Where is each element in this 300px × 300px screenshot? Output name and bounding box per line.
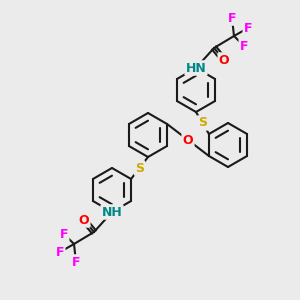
Text: S: S <box>198 116 207 130</box>
Text: F: F <box>228 11 236 25</box>
Text: F: F <box>60 227 68 241</box>
Text: F: F <box>72 256 80 268</box>
Text: F: F <box>244 22 252 34</box>
Text: S: S <box>135 161 144 175</box>
Text: O: O <box>183 134 193 146</box>
Text: O: O <box>79 214 89 226</box>
Text: F: F <box>240 40 248 52</box>
Text: NH: NH <box>102 206 122 218</box>
Text: F: F <box>56 245 64 259</box>
Text: HN: HN <box>186 61 206 74</box>
Text: O: O <box>219 53 229 67</box>
